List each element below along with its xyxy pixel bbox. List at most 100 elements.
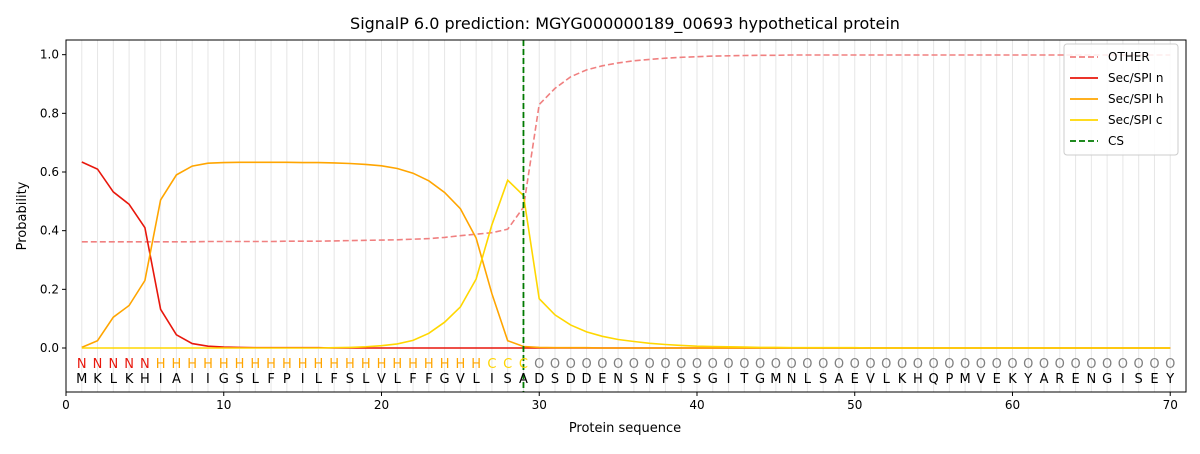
x-tick-label: 10 (216, 398, 231, 412)
region-label: H (187, 357, 197, 372)
region-label: N (93, 357, 103, 372)
region-label: H (392, 357, 402, 372)
residue-label: H (913, 372, 923, 387)
series-line (81, 161, 1171, 349)
residue-label: T (739, 372, 748, 387)
plot-frame (65, 39, 1187, 393)
residue-label: R (1055, 372, 1064, 387)
region-label: C (519, 357, 528, 372)
region-label: H (314, 357, 324, 372)
residue-label: L (252, 372, 260, 387)
residue-label: A (519, 372, 528, 387)
chart-title: SignalP 6.0 prediction: MGYG000000189_00… (350, 14, 900, 34)
series-line (81, 54, 1171, 243)
region-label: H (156, 357, 166, 372)
region-label: H (203, 357, 213, 372)
legend-label: Sec/SPI n (1108, 71, 1163, 85)
region-label: H (329, 357, 339, 372)
x-tick-label: 0 (62, 398, 70, 412)
residue-label: V (377, 372, 386, 387)
residue-label: N (1086, 372, 1096, 387)
region-label: O (944, 357, 954, 372)
region-label: N (140, 357, 150, 372)
residue-label: G (1102, 372, 1112, 387)
residue-label: G (708, 372, 718, 387)
x-axis-label: Protein sequence (569, 421, 681, 436)
x-tick-label: 70 (1163, 398, 1178, 412)
region-label: O (739, 357, 749, 372)
residue-label: G (440, 372, 450, 387)
region-label: O (708, 357, 718, 372)
residue-label: K (1008, 372, 1017, 387)
region-label: H (361, 357, 371, 372)
residue-label: E (851, 372, 859, 387)
region-label: H (455, 357, 465, 372)
region-label: O (581, 357, 591, 372)
residue-label: L (473, 372, 481, 387)
region-label: O (865, 357, 875, 372)
region-label: O (629, 357, 639, 372)
region-label: O (1039, 357, 1049, 372)
legend-label: OTHER (1108, 50, 1150, 64)
residue-label: L (883, 372, 891, 387)
region-label: O (692, 357, 702, 372)
region-label: N (77, 357, 87, 372)
region-label: O (660, 357, 670, 372)
region-label: O (1007, 357, 1017, 372)
region-label: O (1102, 357, 1112, 372)
region-label: O (566, 357, 576, 372)
residue-label: L (362, 372, 370, 387)
sequence-labels: NMNKNLNKNHHIHAHIHIHGHSHLHFHPHIHLHFHSHLHV… (76, 357, 1175, 387)
region-label: H (235, 357, 245, 372)
residue-label: E (993, 372, 1001, 387)
residue-label: A (172, 372, 181, 387)
region-label: O (1149, 357, 1159, 372)
region-label: O (1134, 357, 1144, 372)
region-label: O (1118, 357, 1128, 372)
region-label: H (219, 357, 229, 372)
residue-label: L (110, 372, 118, 387)
residue-label: S (819, 372, 827, 387)
residue-label: A (1040, 372, 1049, 387)
region-label: O (534, 357, 544, 372)
region-label: O (1055, 357, 1065, 372)
region-label: O (613, 357, 623, 372)
region-label: O (597, 357, 607, 372)
region-label: H (424, 357, 434, 372)
residue-label: S (1135, 372, 1143, 387)
residue-label: K (898, 372, 907, 387)
series-lines (81, 40, 1171, 392)
residue-label: P (283, 372, 291, 387)
residue-label: L (394, 372, 402, 387)
series-line (81, 161, 1171, 349)
region-label: O (960, 357, 970, 372)
residue-label: D (566, 372, 576, 387)
y-tick-label: 0.2 (40, 282, 59, 296)
residue-label: K (125, 372, 134, 387)
region-label: O (881, 357, 891, 372)
x-tick-label: 20 (374, 398, 389, 412)
region-label: O (723, 357, 733, 372)
axis-ticks: 0 10 20 30 40 50 60 70 0.0 0.2 0.4 0.6 0.8 1.0 (40, 48, 1178, 412)
x-tick-label: 50 (847, 398, 862, 412)
region-label: N (108, 357, 118, 372)
region-label: H (471, 357, 481, 372)
region-label: H (266, 357, 276, 372)
residue-label: N (787, 372, 797, 387)
y-tick-label: 0.8 (40, 106, 59, 120)
residue-label: V (866, 372, 875, 387)
residue-label: S (346, 372, 354, 387)
region-label: O (676, 357, 686, 372)
region-label: H (408, 357, 418, 372)
residue-label: I (727, 372, 731, 387)
region-label: O (1023, 357, 1033, 372)
region-label: N (124, 357, 134, 372)
y-tick-label: 0.4 (40, 224, 59, 238)
region-label: H (282, 357, 292, 372)
residue-label: S (677, 372, 685, 387)
residue-label: S (235, 372, 243, 387)
residue-label: Y (1165, 372, 1174, 387)
x-tick-label: 30 (532, 398, 547, 412)
